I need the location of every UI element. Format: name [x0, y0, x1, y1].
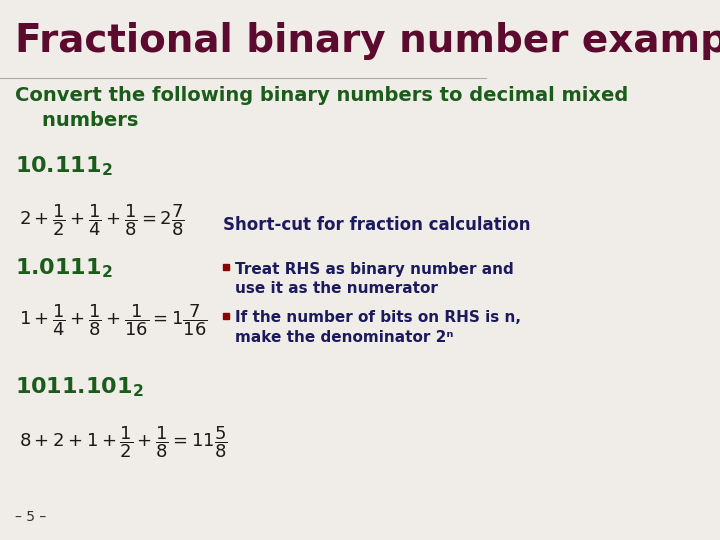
Text: – 5 –: – 5 –: [14, 510, 46, 524]
Text: If the number of bits on RHS is n,
make the denominator 2ⁿ: If the number of bits on RHS is n, make …: [235, 310, 521, 345]
Text: $\mathbf{1011.101_2}$: $\mathbf{1011.101_2}$: [14, 375, 143, 399]
Text: Short-cut for fraction calculation: Short-cut for fraction calculation: [223, 216, 531, 234]
Text: $2+\dfrac{1}{2}+\dfrac{1}{4}+\dfrac{1}{8}=2\dfrac{7}{8}$: $2+\dfrac{1}{2}+\dfrac{1}{4}+\dfrac{1}{8…: [19, 202, 185, 238]
Text: $8+2+1+\dfrac{1}{2}+\dfrac{1}{8}=11\dfrac{5}{8}$: $8+2+1+\dfrac{1}{2}+\dfrac{1}{8}=11\dfra…: [19, 424, 228, 460]
Text: $\mathbf{10.111_2}$: $\mathbf{10.111_2}$: [14, 154, 112, 178]
Text: Fractional binary number examples: Fractional binary number examples: [14, 22, 720, 59]
Text: $\mathbf{1.0111_2}$: $\mathbf{1.0111_2}$: [14, 256, 112, 280]
Text: $1+\dfrac{1}{4}+\dfrac{1}{8}+\dfrac{1}{16}=1\dfrac{7}{16}$: $1+\dfrac{1}{4}+\dfrac{1}{8}+\dfrac{1}{1…: [19, 302, 208, 338]
Text: Treat RHS as binary number and
use it as the numerator: Treat RHS as binary number and use it as…: [235, 262, 514, 296]
Text: Convert the following binary numbers to decimal mixed
    numbers: Convert the following binary numbers to …: [14, 86, 628, 130]
